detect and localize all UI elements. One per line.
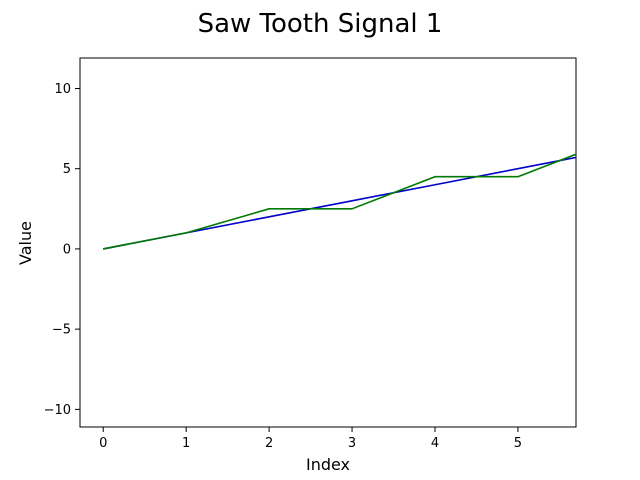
x-tick-label: 1: [182, 436, 190, 451]
x-tick-label: 0: [99, 436, 107, 451]
y-axis-ticks: −10 −5 0 5 10: [44, 82, 80, 418]
x-tick-label: 5: [514, 436, 522, 451]
y-tick-label: −10: [44, 403, 71, 418]
y-tick-label: 10: [54, 82, 71, 97]
x-axis-label: Index: [306, 455, 350, 474]
x-tick-label: 4: [431, 436, 439, 451]
x-tick-label: 3: [348, 436, 356, 451]
y-axis-label: Value: [16, 221, 35, 265]
series-line-2: [103, 153, 576, 250]
y-tick-label: 0: [63, 242, 71, 257]
x-tick-label: 2: [265, 436, 273, 451]
y-tick-label: 5: [63, 162, 71, 177]
chart-title: Saw Tooth Signal 1: [198, 9, 443, 39]
plot-area: [79, 57, 577, 428]
x-axis-ticks: 0 1 2 3 4 5: [99, 427, 522, 451]
y-tick-label: −5: [52, 323, 71, 338]
series-layer: [103, 153, 576, 250]
